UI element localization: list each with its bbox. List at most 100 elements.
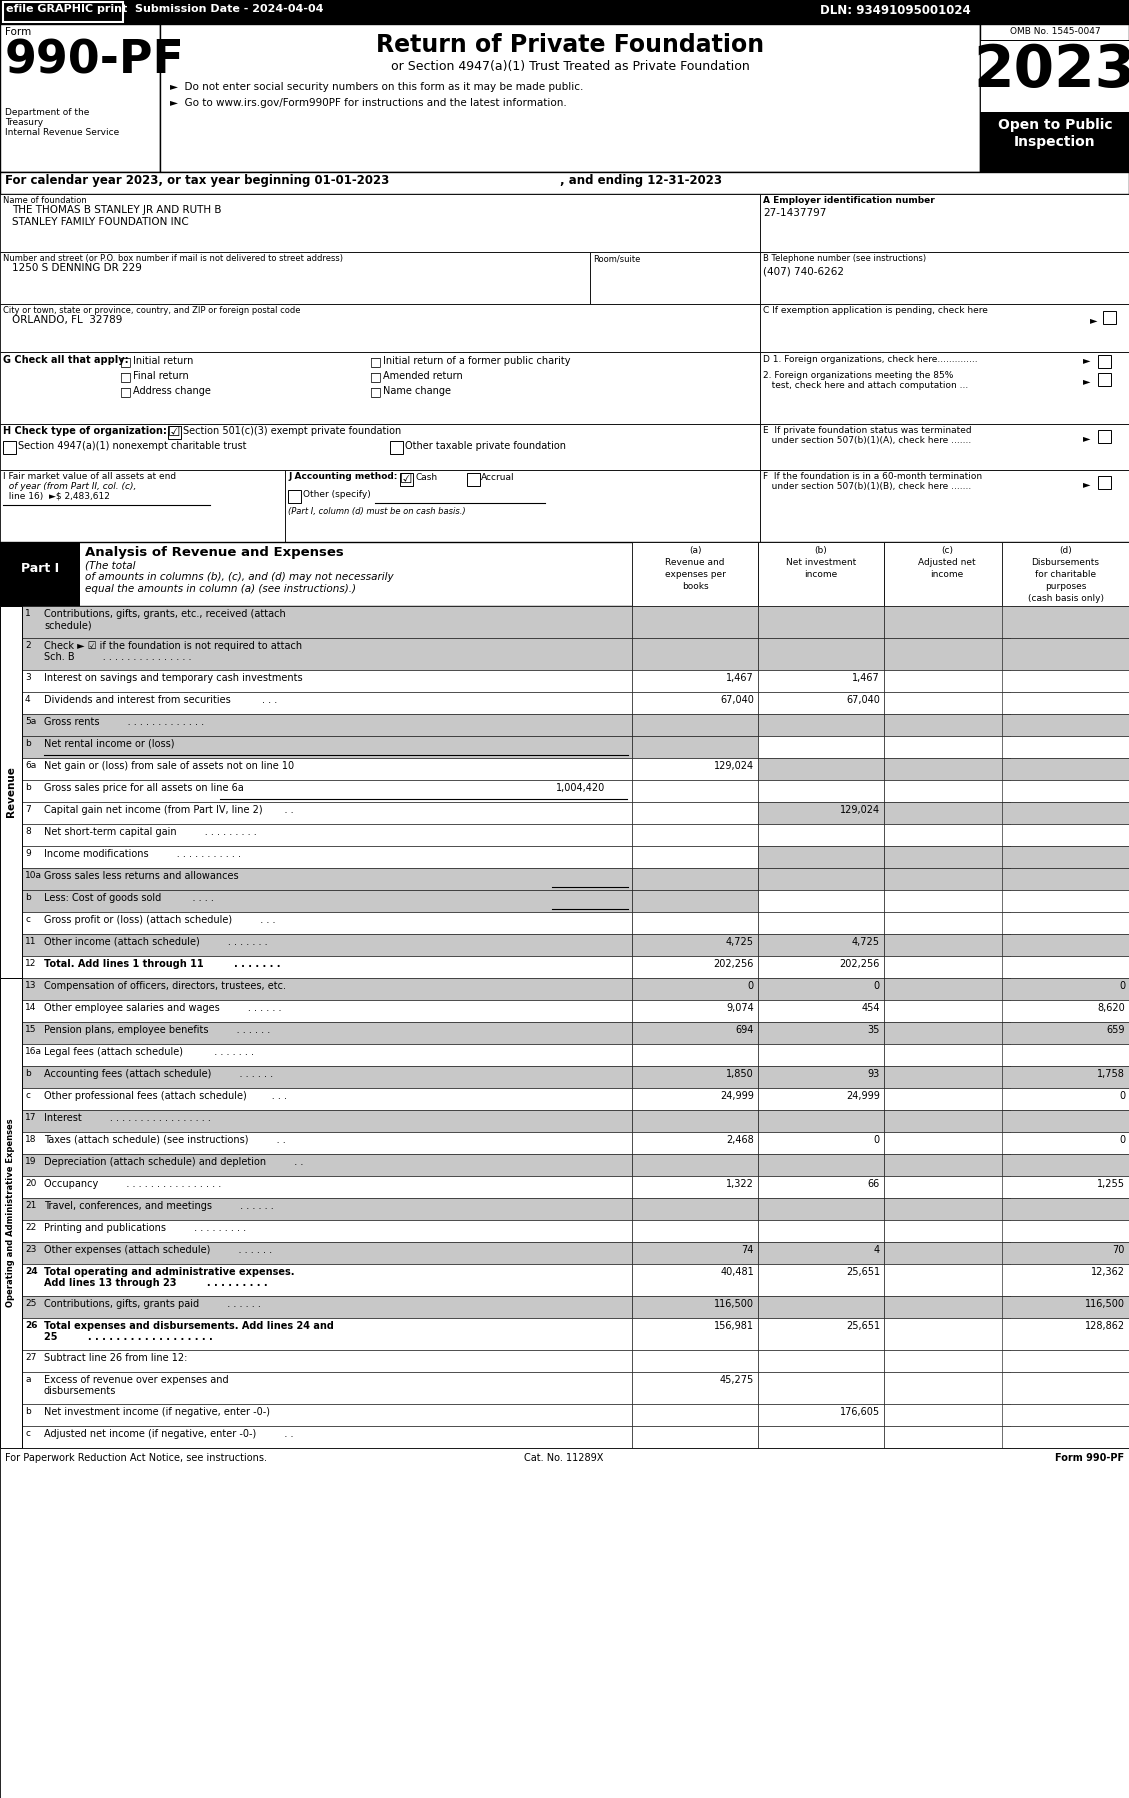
Text: test, check here and attach computation ...: test, check here and attach computation … xyxy=(763,381,969,390)
Bar xyxy=(1003,957,1129,978)
Bar xyxy=(0,23,1129,173)
Text: 1: 1 xyxy=(25,610,30,619)
Text: OMB No. 1545-0047: OMB No. 1545-0047 xyxy=(1009,27,1101,36)
Bar xyxy=(632,714,758,735)
Text: 13: 13 xyxy=(25,982,36,991)
Bar xyxy=(632,1045,758,1066)
Bar xyxy=(632,1133,758,1154)
Text: Dividends and interest from securities          . . .: Dividends and interest from securities .… xyxy=(44,696,278,705)
Text: efile GRAPHIC print: efile GRAPHIC print xyxy=(6,4,128,14)
Bar xyxy=(632,1404,758,1426)
Text: G Check all that apply:: G Check all that apply: xyxy=(3,354,129,365)
Text: c: c xyxy=(25,1429,30,1438)
Text: Total. Add lines 1 through 11         . . . . . . .: Total. Add lines 1 through 11 . . . . . … xyxy=(44,958,280,969)
Text: Department of the: Department of the xyxy=(5,108,89,117)
Bar xyxy=(1003,1404,1129,1426)
Bar xyxy=(980,111,1129,173)
Bar xyxy=(632,847,758,868)
Bar xyxy=(632,957,758,978)
Bar xyxy=(632,1296,758,1318)
Bar xyxy=(467,473,480,485)
Text: 19: 19 xyxy=(25,1156,36,1165)
Bar xyxy=(632,692,758,714)
Bar xyxy=(884,802,1010,823)
Text: of year (from Part II, col. (c),: of year (from Part II, col. (c), xyxy=(3,482,137,491)
Text: B Telephone number (see instructions): B Telephone number (see instructions) xyxy=(763,254,926,263)
Text: Check ► ☑ if the foundation is not required to attach: Check ► ☑ if the foundation is not requi… xyxy=(44,642,303,651)
Bar xyxy=(884,1045,1010,1066)
Text: 12: 12 xyxy=(25,958,36,967)
Bar xyxy=(1003,759,1129,780)
Bar xyxy=(884,1197,1010,1221)
Bar xyxy=(21,692,632,714)
Bar xyxy=(0,541,80,606)
Text: Amended return: Amended return xyxy=(383,370,463,381)
Text: 12,362: 12,362 xyxy=(1091,1268,1124,1277)
Bar xyxy=(21,1350,632,1372)
Bar xyxy=(758,1197,884,1221)
Text: (b): (b) xyxy=(815,547,828,556)
Bar xyxy=(884,541,1010,606)
Text: c: c xyxy=(25,915,30,924)
Bar xyxy=(884,823,1010,847)
Bar xyxy=(884,868,1010,890)
Bar xyxy=(1003,1350,1129,1372)
Text: ►: ► xyxy=(1089,315,1097,325)
Bar xyxy=(390,441,403,455)
Bar xyxy=(0,173,1129,194)
Bar xyxy=(21,1264,632,1296)
Text: Cat. No. 11289X: Cat. No. 11289X xyxy=(524,1453,604,1464)
Bar xyxy=(21,735,632,759)
Bar xyxy=(760,424,1129,469)
Text: disbursements: disbursements xyxy=(44,1386,116,1395)
Text: (Part I, column (d) must be on cash basis.): (Part I, column (d) must be on cash basi… xyxy=(288,507,465,516)
Bar xyxy=(632,1426,758,1447)
Bar xyxy=(632,1021,758,1045)
Text: income: income xyxy=(804,570,838,579)
Text: 694: 694 xyxy=(736,1025,754,1036)
Text: Form: Form xyxy=(5,27,32,38)
Bar xyxy=(632,1372,758,1404)
Bar xyxy=(884,1318,1010,1350)
Bar xyxy=(21,1404,632,1426)
Bar xyxy=(1003,606,1129,638)
Text: purposes: purposes xyxy=(1044,583,1086,592)
Text: a: a xyxy=(25,1375,30,1384)
Text: b: b xyxy=(25,1408,30,1417)
Bar xyxy=(168,426,181,439)
Bar xyxy=(884,735,1010,759)
Bar xyxy=(884,1426,1010,1447)
Bar xyxy=(884,714,1010,735)
Bar xyxy=(1003,978,1129,1000)
Text: 116,500: 116,500 xyxy=(714,1298,754,1309)
Bar xyxy=(758,780,884,802)
Text: Cash: Cash xyxy=(415,473,437,482)
Bar xyxy=(632,933,758,957)
Bar xyxy=(1103,311,1115,324)
Bar xyxy=(632,1197,758,1221)
Bar xyxy=(0,978,21,1447)
Text: F  If the foundation is in a 60-month termination: F If the foundation is in a 60-month ter… xyxy=(763,473,982,482)
Text: 0: 0 xyxy=(1119,1135,1124,1145)
Text: Occupancy         . . . . . . . . . . . . . . . .: Occupancy . . . . . . . . . . . . . . . … xyxy=(44,1179,221,1188)
Bar xyxy=(1003,1296,1129,1318)
Text: Inspection: Inspection xyxy=(1014,135,1096,149)
Text: Operating and Administrative Expenses: Operating and Administrative Expenses xyxy=(7,1118,16,1307)
Bar xyxy=(21,978,632,1000)
Text: H Check type of organization:: H Check type of organization: xyxy=(3,426,167,435)
Text: 15: 15 xyxy=(25,1025,36,1034)
Bar xyxy=(21,890,632,912)
Text: 18: 18 xyxy=(25,1135,36,1144)
Text: (The total: (The total xyxy=(85,559,135,570)
Bar xyxy=(1003,1109,1129,1133)
Text: 24,999: 24,999 xyxy=(846,1091,879,1100)
Bar xyxy=(758,1154,884,1176)
Bar xyxy=(1003,1372,1129,1404)
Text: 93: 93 xyxy=(868,1070,879,1079)
Bar xyxy=(400,473,413,485)
Text: 129,024: 129,024 xyxy=(840,806,879,814)
Text: 129,024: 129,024 xyxy=(714,761,754,771)
Bar xyxy=(1003,714,1129,735)
Bar xyxy=(884,1264,1010,1296)
Bar xyxy=(288,491,301,503)
